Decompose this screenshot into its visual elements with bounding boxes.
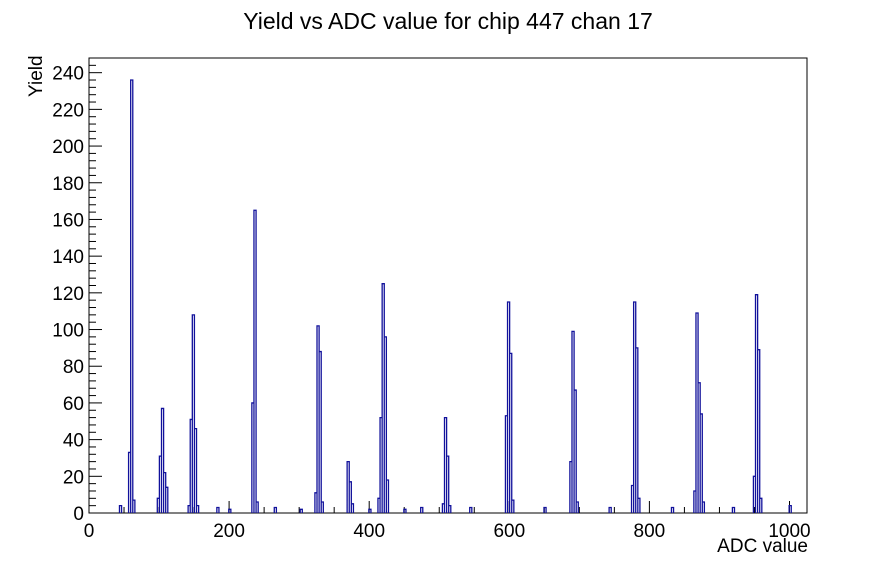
y-tick-label: 80 [63, 357, 84, 378]
y-tick-label: 60 [63, 394, 84, 415]
x-tick-label: 800 [634, 521, 666, 542]
x-tick-label: 0 [84, 521, 95, 542]
x-tick-label: 600 [493, 521, 525, 542]
y-tick-label: 20 [63, 467, 84, 488]
y-tick-label: 140 [52, 247, 84, 268]
y-tick-label: 180 [52, 174, 84, 195]
x-tick-label: 400 [353, 521, 385, 542]
x-tick-label: 200 [213, 521, 245, 542]
y-tick-label: 160 [52, 210, 84, 231]
x-axis-title: ADC value [717, 536, 808, 557]
histogram-path [118, 79, 792, 513]
y-tick-label: 0 [73, 504, 84, 525]
y-tick-label: 220 [52, 100, 84, 121]
x-tick-label: 1000 [768, 521, 810, 542]
y-tick-label: 200 [52, 137, 84, 158]
y-tick-label: 120 [52, 284, 84, 305]
y-tick-label: 40 [63, 431, 84, 452]
y-tick-label: 100 [52, 321, 84, 342]
y-tick-label: 240 [52, 64, 84, 85]
chart-title: Yield vs ADC value for chip 447 chan 17 [243, 8, 653, 34]
